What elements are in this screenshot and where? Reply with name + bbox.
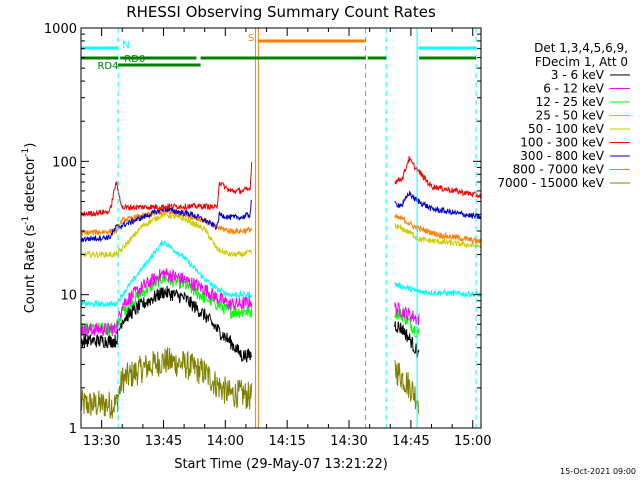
legend-header-line-1: Det 1,3,4,5,6,9,: [534, 41, 628, 55]
series-6-line-1: [394, 191, 482, 220]
y-tick-label-3: 1000: [44, 22, 77, 37]
series-5-line-1: [394, 156, 482, 199]
legend-label-0: 3 - 6 keV: [551, 68, 605, 82]
legend-header-line-2: FDecim 1, Att 0: [535, 55, 628, 69]
series-0-line-1: [394, 321, 420, 361]
y-axis-label-sup2: -1: [21, 148, 31, 157]
series-layer: [80, 156, 482, 419]
flag-label-n: N: [122, 40, 129, 51]
y-tick-label-2: 100: [52, 155, 77, 170]
x-tick-label-4: 14:30: [330, 434, 367, 449]
y-axis-label-main: Count Rate (s: [23, 225, 38, 314]
legend-label-6: 300 - 800 keV: [520, 149, 604, 163]
flag-label-rd0: RD0: [124, 54, 145, 65]
series-3-line: [80, 239, 253, 309]
footer-date: 15-Oct-2021 09:00: [560, 467, 636, 476]
series-6-line: [80, 199, 253, 243]
series-5-line: [80, 161, 253, 217]
legend-label-5: 100 - 300 keV: [520, 136, 604, 150]
series-4-line: [80, 211, 253, 259]
legend-label-2: 12 - 25 keV: [536, 95, 605, 109]
x-tick-label-1: 13:45: [145, 434, 182, 449]
series-4-line-1: [394, 223, 482, 249]
x-tick-label-0: 13:30: [83, 434, 120, 449]
legend-label-8: 7000 - 15000 keV: [497, 176, 604, 190]
y-axis-label-end: ): [23, 143, 38, 148]
flag-label-s: S: [248, 33, 254, 44]
flag-layer: N S RD0 RD4: [81, 33, 477, 72]
x-axis-label: Start Time (29-May-07 13:21:22): [174, 457, 388, 472]
series-8-line: [80, 347, 253, 419]
series-1-line: [80, 268, 253, 338]
x-tick-label-6: 15:00: [454, 434, 491, 449]
series-8-line-1: [394, 360, 420, 414]
y-axis-label: Count Rate (s-1 detector-1): [21, 143, 38, 314]
x-tick-label-3: 14:15: [268, 434, 305, 449]
legend: Det 1,3,4,5,6,9, FDecim 1, Att 0 3 - 6 k…: [497, 41, 630, 190]
series-0-line: [80, 285, 253, 363]
series-7-line-1: [394, 213, 482, 245]
legend-label-4: 50 - 100 keV: [528, 122, 605, 136]
y-axis-label-mid: detector: [23, 156, 38, 216]
legend-label-3: 25 - 50 keV: [536, 109, 605, 123]
chart-title: RHESSI Observing Summary Count Rates: [126, 3, 436, 21]
axis-layer: 13:30 13:45 14:00 14:15 14:30 14:45 15:00 1 10 10…: [44, 22, 492, 449]
x-tick-label-5: 14:45: [392, 434, 429, 449]
legend-label-7: 800 - 7000 keV: [513, 163, 605, 177]
flag-label-rd4: RD4: [97, 61, 118, 72]
x-tick-label-2: 14:00: [207, 434, 244, 449]
series-1-line-1: [394, 301, 420, 326]
y-tick-label-0: 1: [69, 422, 77, 437]
y-axis-label-sup1: -1: [21, 216, 31, 225]
legend-label-1: 6 - 12 keV: [543, 82, 605, 96]
y-tick-label-1: 10: [60, 289, 77, 304]
series-3-line-1: [394, 281, 482, 298]
plot-frame: [80, 27, 482, 429]
